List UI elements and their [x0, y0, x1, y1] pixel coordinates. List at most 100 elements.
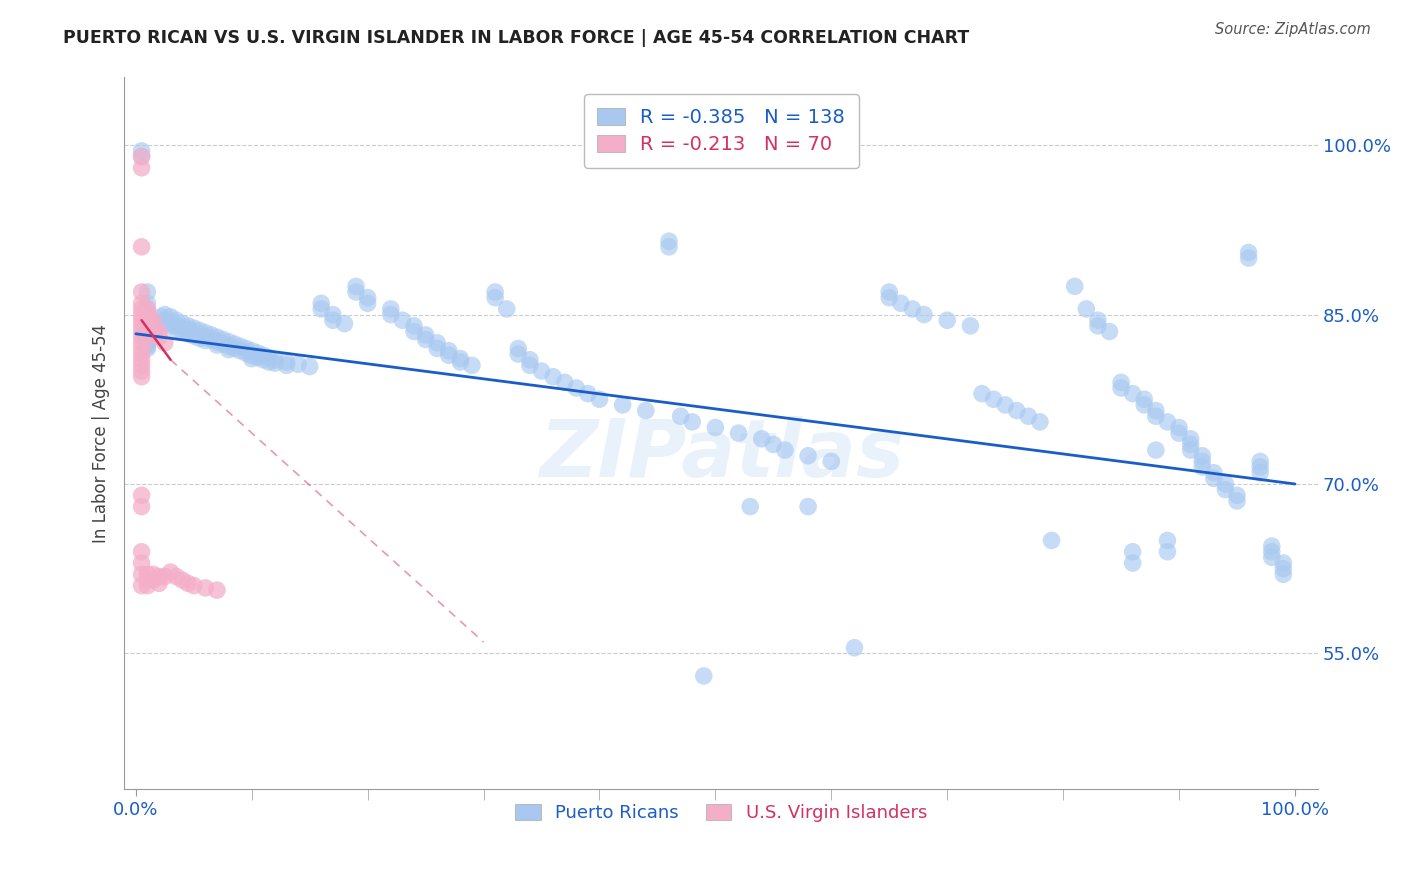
- Point: [1040, 533, 1063, 548]
- Point: [165, 313, 187, 327]
- Point: [177, 576, 200, 591]
- Point: [142, 573, 165, 587]
- Point: [1237, 251, 1260, 265]
- Point: [1144, 403, 1167, 417]
- Point: [1226, 488, 1249, 502]
- Point: [177, 323, 200, 337]
- Point: [1109, 376, 1132, 390]
- Point: [172, 317, 194, 331]
- Point: [153, 335, 176, 350]
- Point: [437, 348, 460, 362]
- Point: [1122, 556, 1144, 570]
- Point: [391, 313, 413, 327]
- Point: [235, 346, 257, 360]
- Point: [205, 338, 228, 352]
- Point: [153, 317, 176, 331]
- Point: [276, 359, 298, 373]
- Point: [1215, 477, 1237, 491]
- Point: [437, 343, 460, 358]
- Point: [612, 398, 634, 412]
- Point: [484, 291, 506, 305]
- Point: [131, 161, 153, 175]
- Legend: Puerto Ricans, U.S. Virgin Islanders: Puerto Ricans, U.S. Virgin Islanders: [508, 797, 934, 830]
- Text: ZIPatlas: ZIPatlas: [538, 416, 904, 493]
- Point: [131, 285, 153, 299]
- Point: [311, 301, 333, 316]
- Point: [519, 359, 541, 373]
- Point: [936, 313, 959, 327]
- Point: [1017, 409, 1039, 424]
- Point: [495, 301, 517, 316]
- Point: [136, 313, 159, 327]
- Point: [669, 409, 692, 424]
- Point: [131, 579, 153, 593]
- Point: [136, 567, 159, 582]
- Point: [131, 500, 153, 514]
- Point: [131, 318, 153, 333]
- Point: [1261, 545, 1284, 559]
- Point: [634, 403, 657, 417]
- Point: [740, 500, 762, 514]
- Point: [136, 327, 159, 342]
- Point: [240, 351, 263, 366]
- Point: [136, 342, 159, 356]
- Point: [188, 327, 211, 342]
- Point: [131, 240, 153, 254]
- Point: [136, 313, 159, 327]
- Point: [218, 343, 240, 357]
- Point: [820, 454, 842, 468]
- Y-axis label: In Labor Force | Age 45-54: In Labor Force | Age 45-54: [93, 324, 110, 542]
- Point: [145, 317, 167, 331]
- Point: [136, 339, 159, 353]
- Point: [264, 356, 287, 370]
- Point: [148, 569, 170, 583]
- Point: [136, 333, 159, 347]
- Point: [797, 500, 820, 514]
- Point: [912, 308, 935, 322]
- Point: [415, 333, 437, 347]
- Point: [235, 342, 257, 356]
- Point: [1191, 460, 1213, 475]
- Point: [257, 355, 280, 369]
- Point: [1156, 415, 1178, 429]
- Point: [415, 327, 437, 342]
- Point: [333, 317, 356, 331]
- Point: [380, 301, 402, 316]
- Point: [200, 333, 222, 347]
- Point: [205, 334, 228, 349]
- Point: [136, 285, 159, 299]
- Point: [131, 308, 153, 322]
- Point: [131, 296, 153, 310]
- Point: [183, 321, 205, 335]
- Point: [1098, 325, 1121, 339]
- Point: [1249, 454, 1271, 468]
- Point: [565, 381, 588, 395]
- Point: [138, 330, 160, 344]
- Point: [224, 342, 246, 356]
- Point: [131, 301, 153, 316]
- Point: [136, 337, 159, 351]
- Point: [211, 333, 233, 347]
- Point: [177, 318, 200, 333]
- Point: [959, 318, 981, 333]
- Point: [194, 334, 217, 348]
- Point: [218, 334, 240, 349]
- Point: [1237, 245, 1260, 260]
- Point: [994, 398, 1017, 412]
- Point: [797, 449, 820, 463]
- Point: [159, 310, 181, 324]
- Point: [311, 296, 333, 310]
- Point: [150, 310, 173, 324]
- Point: [240, 348, 263, 362]
- Point: [1180, 432, 1202, 446]
- Point: [142, 313, 165, 327]
- Point: [136, 325, 159, 339]
- Point: [1122, 545, 1144, 559]
- Point: [541, 369, 564, 384]
- Point: [165, 569, 187, 583]
- Point: [252, 352, 274, 367]
- Point: [1156, 545, 1178, 559]
- Point: [252, 348, 274, 362]
- Point: [276, 355, 298, 369]
- Point: [229, 339, 252, 353]
